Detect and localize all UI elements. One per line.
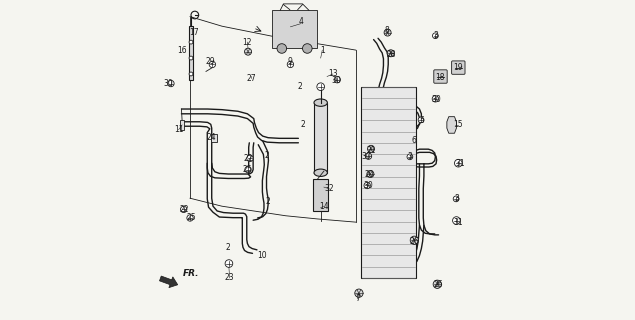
Ellipse shape [314,169,328,176]
Polygon shape [447,117,457,133]
Text: 26: 26 [433,280,443,289]
Circle shape [189,72,193,76]
Circle shape [407,154,413,160]
Text: 2: 2 [264,151,269,160]
Circle shape [365,153,371,159]
Polygon shape [189,26,192,80]
Polygon shape [159,276,178,288]
Circle shape [247,155,253,162]
Text: 28: 28 [386,50,396,59]
Ellipse shape [314,99,328,106]
Text: 2: 2 [226,243,231,252]
Circle shape [355,289,363,297]
Bar [314,103,328,173]
Text: 23: 23 [225,273,234,282]
Text: 13: 13 [328,69,338,78]
Text: 8: 8 [385,27,389,36]
Text: 32: 32 [324,184,334,193]
Circle shape [180,206,187,212]
Circle shape [384,29,391,36]
Circle shape [453,217,460,224]
Text: 21: 21 [366,146,376,155]
Circle shape [387,50,394,57]
Text: 31: 31 [453,218,463,227]
Circle shape [364,182,370,189]
Text: 30: 30 [431,95,441,104]
Circle shape [189,56,193,60]
Circle shape [410,236,418,244]
Text: 30: 30 [364,181,373,190]
Circle shape [187,215,193,221]
Text: 2: 2 [298,82,302,91]
Circle shape [302,44,312,53]
Text: 7: 7 [355,294,360,303]
Circle shape [433,280,441,288]
Circle shape [432,96,439,102]
Text: 17: 17 [189,28,199,37]
Circle shape [334,76,340,83]
Text: 9: 9 [288,57,293,66]
Circle shape [209,61,215,68]
Bar [211,134,217,142]
Bar [361,87,416,278]
Text: 2: 2 [301,120,305,130]
Text: 2: 2 [265,197,271,206]
Text: 5: 5 [419,116,424,125]
Circle shape [453,196,459,202]
Text: 25: 25 [186,213,196,222]
Text: 24: 24 [206,133,216,142]
Text: 22: 22 [180,205,189,214]
Text: 15: 15 [453,120,462,130]
Text: 4: 4 [298,17,304,26]
Circle shape [225,260,233,268]
Text: 19: 19 [453,63,463,72]
Text: 22: 22 [244,154,253,163]
Bar [272,10,317,49]
Circle shape [455,159,462,167]
Text: 29: 29 [205,57,215,66]
Circle shape [418,117,424,123]
Bar [180,120,184,130]
Text: 16: 16 [177,45,187,55]
FancyBboxPatch shape [451,61,465,74]
Text: 26: 26 [410,237,419,246]
Circle shape [277,44,286,53]
Circle shape [244,48,251,55]
Text: FR.: FR. [183,269,199,278]
Circle shape [432,33,438,39]
Circle shape [317,83,324,91]
Text: 20: 20 [365,170,375,179]
Text: 25: 25 [243,165,252,174]
Text: 3: 3 [408,152,412,161]
Text: 30: 30 [362,152,371,161]
Text: 10: 10 [257,251,267,260]
Text: 31: 31 [456,159,465,168]
Text: 3: 3 [433,31,438,40]
Circle shape [368,145,375,152]
Circle shape [367,171,374,178]
Text: 27: 27 [246,74,256,83]
Text: 18: 18 [435,73,444,82]
Text: 6: 6 [411,136,417,145]
Text: 14: 14 [319,202,328,211]
Circle shape [168,80,174,87]
Text: 30: 30 [163,79,173,88]
Circle shape [287,61,293,68]
Text: 1: 1 [320,45,324,55]
Circle shape [245,166,251,173]
Text: 12: 12 [243,38,252,47]
FancyBboxPatch shape [434,70,447,83]
Bar [313,179,328,211]
Text: 11: 11 [174,125,184,134]
Text: 30: 30 [331,76,342,85]
Text: 3: 3 [455,194,460,203]
Circle shape [189,40,193,44]
